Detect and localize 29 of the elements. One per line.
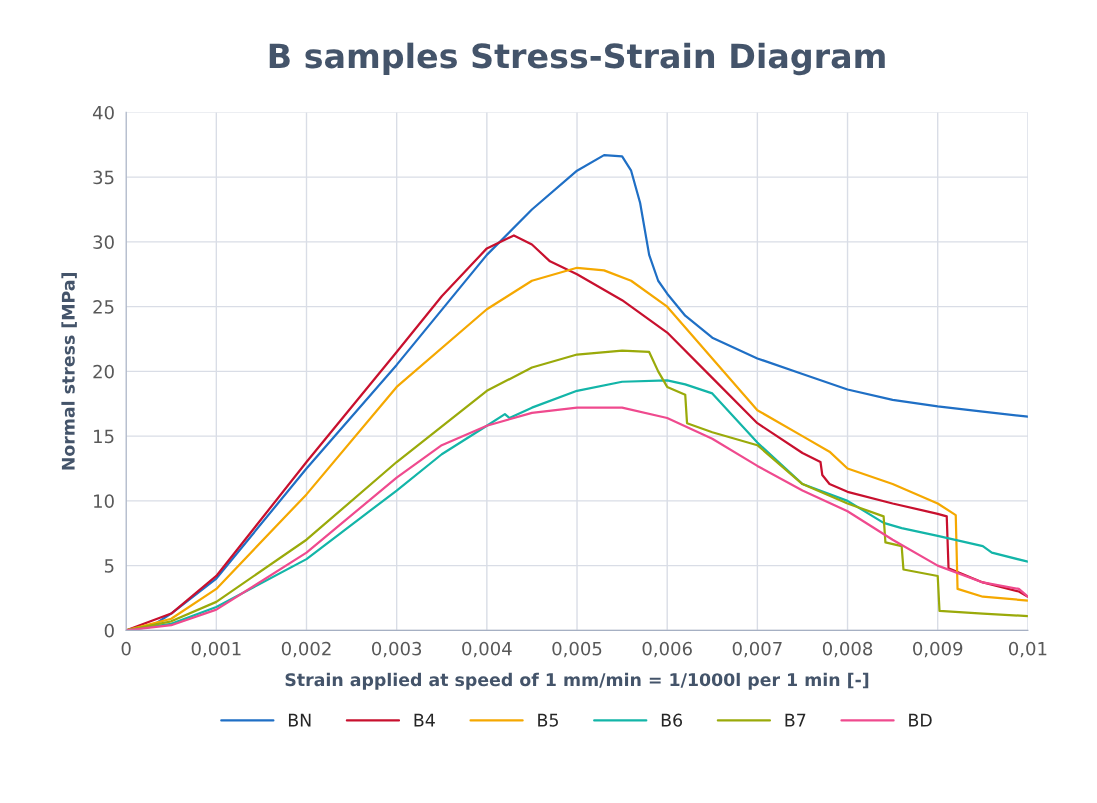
x-tick-label: 0: [121, 641, 131, 656]
y-tick-label: 0: [104, 623, 114, 638]
x-tick-label: 0,002: [281, 641, 331, 658]
legend-label: B5: [538, 713, 558, 727]
legend-label: B4: [414, 713, 435, 727]
x-tick-label: 0,006: [642, 641, 692, 658]
x-tick-label: 0,008: [822, 641, 873, 658]
y-axis-title: Normal stress [MPa]: [61, 273, 77, 470]
x-tick-label: 0,009: [913, 641, 963, 658]
chart-title: B samples Stress-Strain Diagram: [269, 42, 885, 76]
y-tick-label: 15: [94, 429, 114, 444]
y-tick-label: 10: [94, 494, 114, 508]
x-axis-title: Strain applied at speed of 1 mm/min = 1/1000l per 1 min [-]: [285, 672, 869, 690]
legend-label: BD: [909, 713, 932, 727]
y-tick-label: 35: [93, 170, 114, 185]
x-tick-label: 0,001: [191, 641, 241, 658]
x-tick-label: 0,007: [732, 641, 782, 658]
legend-label: B6: [661, 713, 683, 727]
x-tick-label: 0,005: [552, 641, 602, 658]
x-tick-label: 0,004: [462, 641, 512, 658]
x-tick-label: 0,01: [1008, 641, 1047, 658]
x-tick-label: 0,003: [372, 641, 422, 658]
y-tick-label: 40: [92, 105, 114, 120]
legend-label: BN: [288, 713, 311, 727]
y-tick-label: 30: [93, 235, 114, 250]
y-tick-label: 25: [93, 300, 114, 314]
y-tick-label: 20: [93, 364, 114, 379]
legend-label: B7: [785, 713, 806, 727]
y-tick-label: 5: [104, 559, 114, 573]
